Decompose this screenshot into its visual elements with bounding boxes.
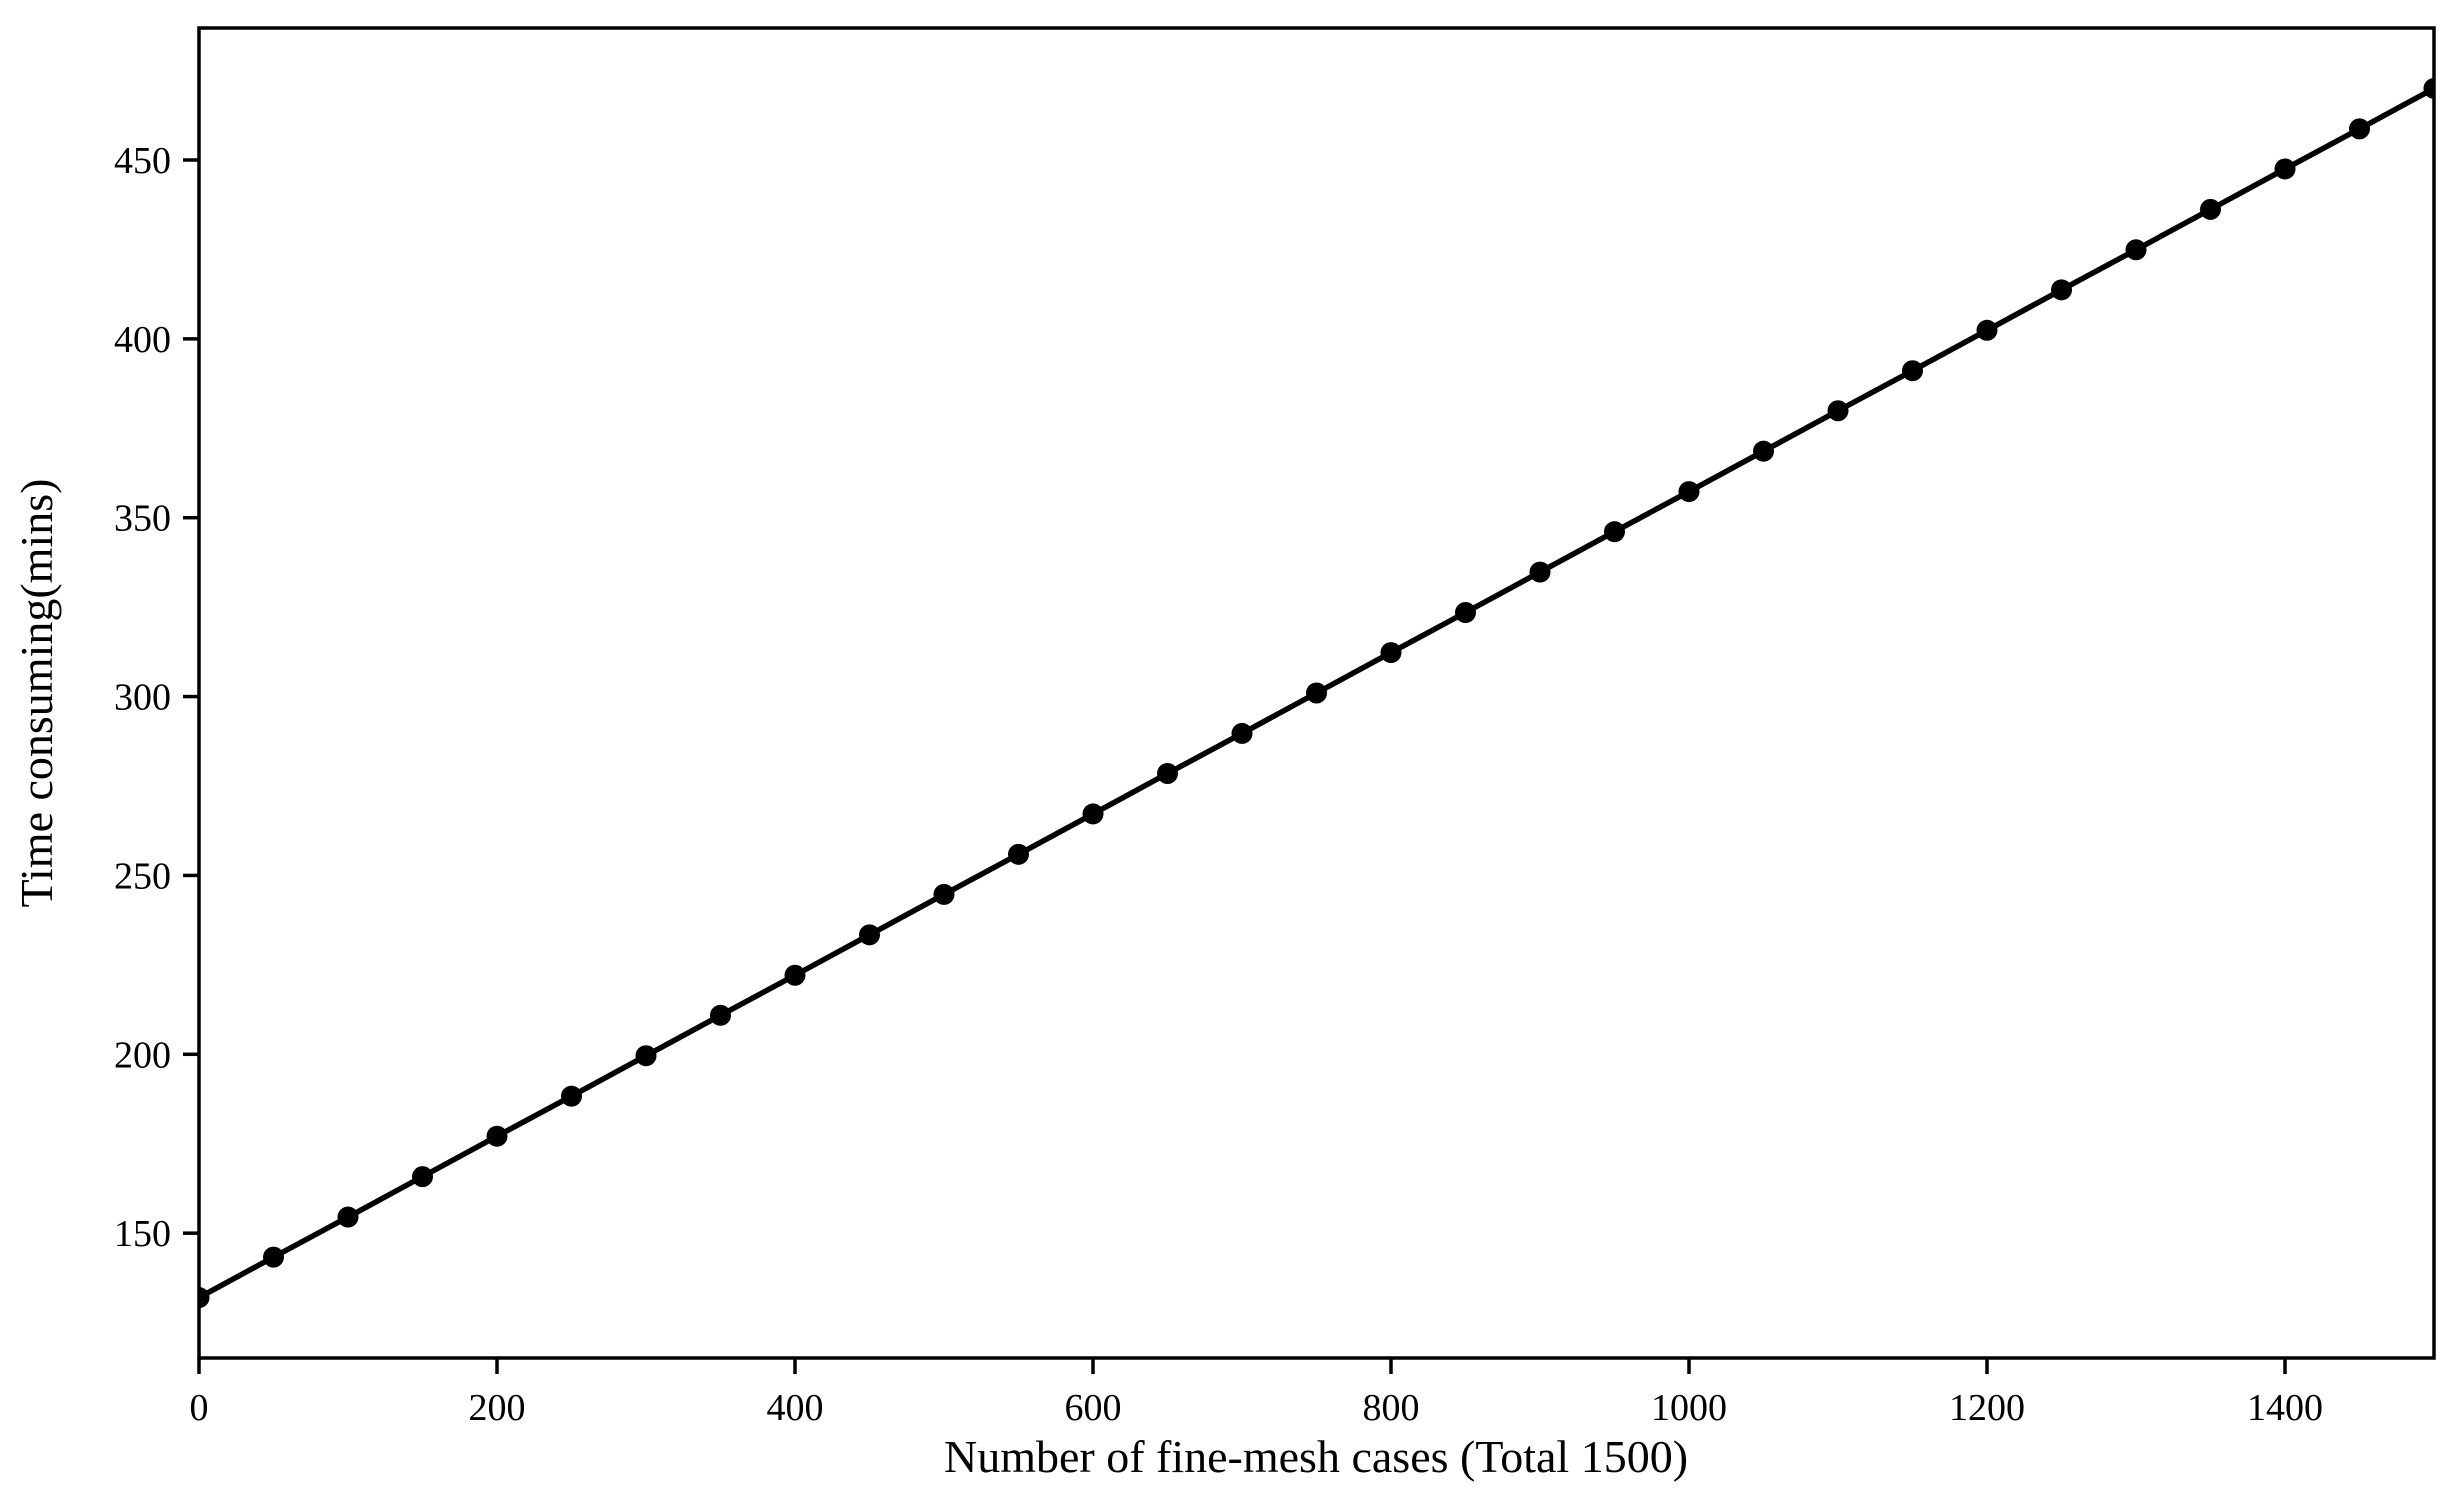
- data-point: [1827, 400, 1849, 422]
- x-tick-label: 1000: [1651, 1387, 1727, 1429]
- y-axis-label: Time consuming(mins): [11, 479, 62, 908]
- data-point: [1380, 642, 1402, 664]
- plot-area-frame: [197, 26, 2436, 1360]
- data-point: [859, 924, 880, 946]
- data-point: [1529, 561, 1551, 583]
- x-tick-label: 0: [190, 1387, 209, 1429]
- data-point: [561, 1085, 582, 1107]
- data-point: [1678, 481, 1700, 503]
- data-point: [412, 1166, 433, 1188]
- y-tick-label: 250: [114, 855, 171, 897]
- y-tick-label: 200: [114, 1034, 171, 1076]
- y-tick-label: 150: [114, 1213, 171, 1255]
- data-point: [1753, 440, 1774, 462]
- x-tick-label: 200: [469, 1387, 526, 1429]
- data-point: [2349, 118, 2370, 140]
- data-point: [1306, 682, 1327, 704]
- x-tick-label: 800: [1363, 1387, 1420, 1429]
- data-point: [263, 1246, 284, 1268]
- data-point: [486, 1125, 508, 1147]
- y-tick-label: 450: [114, 140, 171, 182]
- y-tick-label: 300: [114, 677, 171, 719]
- data-point: [1231, 722, 1253, 744]
- x-tick-label: 400: [767, 1387, 824, 1429]
- data-point: [1008, 843, 1029, 865]
- data-point: [2274, 158, 2296, 180]
- data-point: [933, 883, 955, 905]
- data-point: [1455, 602, 1476, 624]
- data-point: [784, 964, 806, 986]
- y-tick-label: 400: [114, 319, 171, 361]
- data-point: [2125, 239, 2147, 261]
- y-tick-label: 350: [114, 498, 171, 540]
- x-tick-label: 1200: [1949, 1387, 2025, 1429]
- data-point: [710, 1004, 731, 1026]
- data-point: [1082, 803, 1104, 825]
- x-tick-label: 1400: [2247, 1387, 2323, 1429]
- x-axis-label: Number of fine-mesh cases (Total 1500): [944, 1431, 1688, 1482]
- data-point: [2423, 77, 2434, 99]
- data-point: [2200, 198, 2221, 220]
- axis-ticks: [183, 158, 2287, 1374]
- data-point: [199, 1287, 210, 1309]
- axis-tick-labels: 0 200 400 600 800 1000 1200 1400 150 200 250 300 350…: [114, 140, 2323, 1429]
- x-tick-label: 600: [1065, 1387, 1122, 1429]
- data-point: [2051, 279, 2072, 301]
- data-point: [1902, 360, 1923, 382]
- data-point: [1604, 521, 1625, 543]
- data-point: [1157, 762, 1178, 784]
- data-point: [1976, 319, 1998, 341]
- data-series: [199, 77, 2434, 1309]
- data-point: [635, 1045, 657, 1067]
- data-point: [337, 1206, 359, 1228]
